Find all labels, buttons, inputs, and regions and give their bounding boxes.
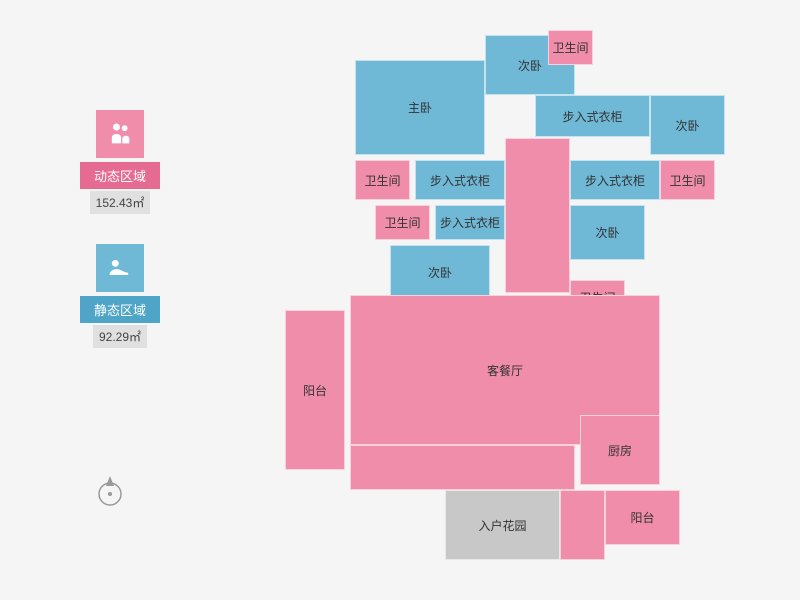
room-步入式衣柜: 步入式衣柜	[535, 95, 650, 137]
rest-icon	[96, 244, 144, 292]
room-卫生间: 卫生间	[355, 160, 410, 200]
room-label: 卫生间	[364, 172, 400, 189]
legend: 动态区域 152.43㎡ 静态区域 92.29㎡	[80, 110, 160, 378]
room-步入式衣柜: 步入式衣柜	[435, 205, 505, 240]
room-label: 客餐厅	[487, 362, 523, 379]
legend-dynamic-value: 152.43㎡	[90, 191, 151, 214]
room-阳台: 阳台	[285, 310, 345, 470]
room-area	[350, 445, 575, 490]
room-label: 卫生间	[384, 214, 420, 231]
room-label: 次卧	[428, 264, 452, 281]
room-卫生间: 卫生间	[660, 160, 715, 200]
room-label: 厨房	[608, 442, 632, 459]
room-次卧: 次卧	[390, 245, 490, 300]
room-label: 主卧	[408, 99, 432, 116]
room-阳台: 阳台	[605, 490, 680, 545]
room-卫生间: 卫生间	[548, 30, 593, 65]
room-label: 阳台	[303, 382, 327, 399]
room-label: 阳台	[630, 509, 654, 526]
room-label: 步入式衣柜	[430, 172, 490, 189]
legend-dynamic-label: 动态区域	[80, 162, 160, 189]
room-入户花园: 入户花园	[445, 490, 560, 560]
room-label: 步入式衣柜	[562, 108, 622, 125]
room-area	[560, 490, 605, 560]
room-步入式衣柜: 步入式衣柜	[570, 160, 660, 200]
room-label: 次卧	[518, 57, 542, 74]
legend-static: 静态区域 92.29㎡	[80, 244, 160, 348]
room-卫生间: 卫生间	[375, 205, 430, 240]
room-area	[505, 138, 570, 293]
room-label: 入户花园	[478, 517, 526, 534]
room-label: 次卧	[595, 224, 619, 241]
room-次卧: 次卧	[570, 205, 645, 260]
people-icon	[96, 110, 144, 158]
room-label: 卫生间	[669, 172, 705, 189]
room-label: 步入式衣柜	[585, 172, 645, 189]
room-步入式衣柜: 步入式衣柜	[415, 160, 505, 200]
legend-static-label: 静态区域	[80, 296, 160, 323]
room-次卧: 次卧	[650, 95, 725, 155]
room-label: 卫生间	[552, 39, 588, 56]
floorplan: 主卧次卧卫生间步入式衣柜次卧卫生间步入式衣柜步入式衣柜卫生间卫生间步入式衣柜次卧…	[260, 20, 760, 580]
room-label: 次卧	[675, 117, 699, 134]
legend-static-value: 92.29㎡	[93, 325, 147, 348]
room-label: 步入式衣柜	[440, 214, 500, 231]
legend-dynamic: 动态区域 152.43㎡	[80, 110, 160, 214]
room-主卧: 主卧	[355, 60, 485, 155]
room-厨房: 厨房	[580, 415, 660, 485]
compass-icon	[90, 470, 130, 510]
